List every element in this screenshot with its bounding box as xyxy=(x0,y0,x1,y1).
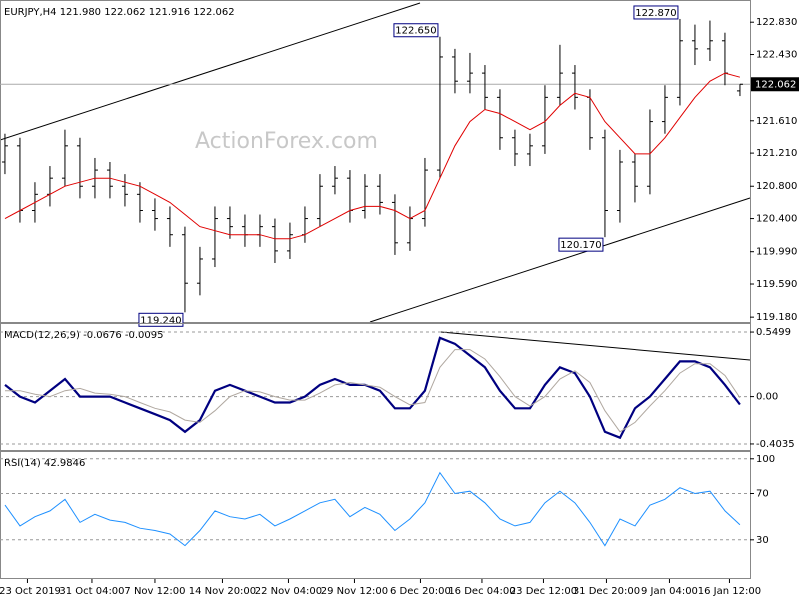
price-annotation-box xyxy=(633,5,679,20)
y-tick-label: 120.400 xyxy=(756,214,797,225)
y-tick-label: 122.430 xyxy=(756,50,797,61)
price-annotation-box xyxy=(393,23,439,38)
y-tick-label: 119.590 xyxy=(756,279,797,290)
macd-trendline xyxy=(440,331,751,361)
current-price-label: 122.062 xyxy=(755,79,796,90)
channel-lower xyxy=(369,197,751,323)
y-tick-label: 100 xyxy=(756,454,775,465)
y-tick-label: 119.990 xyxy=(756,247,797,258)
current-price-box xyxy=(751,77,799,92)
x-tick-label: 22 Nov 04:00 xyxy=(255,586,322,597)
price-annotation: 122.870 xyxy=(635,8,676,19)
x-tick-label: 16 Dec 04:00 xyxy=(448,586,515,597)
x-tick-label: 23 Dec 12:00 xyxy=(510,586,577,597)
y-tick-label: 121.610 xyxy=(756,116,797,127)
price-annotation: 120.170 xyxy=(560,240,601,251)
x-tick-label: 29 Nov 12:00 xyxy=(321,586,388,597)
channel-upper xyxy=(0,2,421,141)
macd-line xyxy=(4,336,741,440)
x-tick-label: 31 Oct 04:00 xyxy=(59,586,124,597)
y-tick-label: 30 xyxy=(756,535,769,546)
y-tick-label: 121.210 xyxy=(756,148,797,159)
x-tick-label: 9 Jan 04:00 xyxy=(641,586,698,597)
panel-title: MACD(12,26,9) -0.0676 -0.0095 xyxy=(4,330,164,341)
y-tick-label: 120.800 xyxy=(756,181,797,192)
y-tick-label: 0.5499 xyxy=(756,327,791,338)
watermark: ActionForex.com xyxy=(195,129,378,154)
panel-frame xyxy=(0,0,751,323)
y-tick-label: -0.4035 xyxy=(756,439,795,450)
rsi-line xyxy=(4,471,741,547)
moving-average xyxy=(4,72,741,240)
price-annotation: 122.650 xyxy=(395,26,436,37)
y-tick-label: 0.00 xyxy=(756,392,778,403)
y-tick-label: 119.180 xyxy=(756,312,797,323)
x-tick-label: 14 Nov 20:00 xyxy=(189,586,256,597)
x-tick-label: 23 Oct 2019 xyxy=(0,586,61,597)
y-tick-label: 70 xyxy=(756,489,769,500)
y-tick-label: 122.830 xyxy=(756,17,797,28)
price-annotation: 119.240 xyxy=(140,315,181,326)
x-tick-label: 16 Jan 12:00 xyxy=(698,586,761,597)
panel-title: EURJPY,H4 121.980 122.062 121.916 122.06… xyxy=(4,7,235,18)
x-tick-label: 31 Dec 20:00 xyxy=(573,586,640,597)
signal-line xyxy=(5,349,741,433)
panel-frame xyxy=(0,451,751,579)
price-annotation-box xyxy=(558,237,604,252)
x-tick-label: 6 Dec 20:00 xyxy=(390,586,451,597)
panel-title: RSI(14) 42.9846 xyxy=(4,458,85,469)
panel-frame xyxy=(0,323,751,451)
x-tick-label: 7 Nov 12:00 xyxy=(124,586,185,597)
